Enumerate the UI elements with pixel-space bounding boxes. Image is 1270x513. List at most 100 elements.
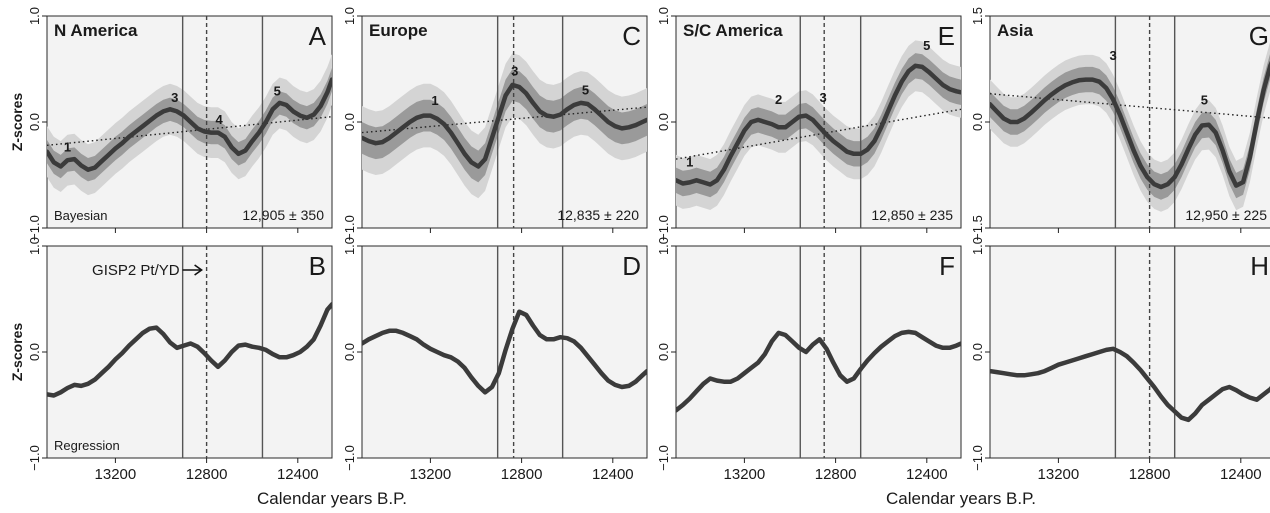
y-tick-label: −1.0 <box>656 445 671 471</box>
gisp-marker-label: GISP2 Pt/YD <box>92 262 180 279</box>
series-line <box>47 77 332 172</box>
panel-g: 3 5 1.5 0.0 −1.5 Asia G 12,950 ± 225 <box>970 7 1270 241</box>
series-line <box>47 302 332 398</box>
x-tick-label: 12800 <box>501 466 543 483</box>
event-label: 5 <box>274 84 281 99</box>
plot-content <box>47 16 332 228</box>
x-tick-label: 12400 <box>592 466 634 483</box>
series-line <box>676 329 961 413</box>
x-tick-label: 12800 <box>1129 466 1171 483</box>
region-label: N America <box>54 21 138 40</box>
series-line <box>676 63 961 187</box>
event-label: 3 <box>819 90 826 105</box>
y-tick-label: 1.0 <box>27 237 42 255</box>
x-tick-label: 12400 <box>1220 466 1262 483</box>
series-line <box>990 346 1270 423</box>
confidence-band-inner <box>47 67 332 182</box>
panel-a: 1 3 4 5 1.0 0.0 −1.0 N America A Bayesian 12,905 ±… <box>27 7 333 241</box>
x-axis-label: Calendar years B.P. <box>257 489 407 508</box>
y-tick-label: 0.0 <box>27 343 42 361</box>
panel-f: 1.0 0.0 −1.0 13200 12800 12400 F <box>656 237 962 483</box>
event-label: 5 <box>582 82 589 97</box>
y-tick-label: −1.0 <box>656 215 671 241</box>
plot-content <box>990 246 1270 458</box>
y-tick-label: 1.0 <box>342 7 357 25</box>
y-tick-label: 0.0 <box>656 343 671 361</box>
event-label: 3 <box>171 90 178 105</box>
x-tick-label: 12800 <box>186 466 228 483</box>
method-label: Bayesian <box>54 208 107 223</box>
y-tick-label: 0.0 <box>970 113 985 131</box>
x-tick-label: 13200 <box>1038 466 1080 483</box>
trend-line <box>676 108 961 160</box>
y-tick-label: 1.0 <box>970 237 985 255</box>
region-label: Asia <box>997 21 1033 40</box>
trend-line <box>47 116 332 147</box>
y-tick-label: 0.0 <box>970 343 985 361</box>
panel-letter: E <box>938 21 955 51</box>
panel-e: 1 2 3 5 1.0 0.0 −1.0 S/C America E 12,850 ± 235 <box>656 7 962 241</box>
panel-letter: G <box>1249 21 1269 51</box>
y-tick-label: 1.5 <box>970 7 985 25</box>
y-tick-label: 1.0 <box>342 237 357 255</box>
plot-content <box>676 246 961 458</box>
event-label: 1 <box>64 140 71 155</box>
y-axis-label: Z-scores <box>9 93 25 152</box>
age-label: 12,905 ± 350 <box>242 207 324 223</box>
y-tick-label: 1.0 <box>656 237 671 255</box>
y-tick-label: −1.0 <box>342 445 357 471</box>
event-label: 3 <box>511 63 518 78</box>
event-label: 5 <box>923 38 930 53</box>
plot-area <box>675 245 962 459</box>
event-label: 5 <box>1201 92 1208 107</box>
x-tick-label: 13200 <box>410 466 452 483</box>
y-tick-label: 1.0 <box>656 7 671 25</box>
y-tick-label: −1.0 <box>970 445 985 471</box>
region-label: S/C America <box>683 21 783 40</box>
plot-content <box>47 246 332 458</box>
x-tick-label: 12800 <box>815 466 857 483</box>
event-label: 3 <box>1110 48 1117 63</box>
plot-content <box>362 246 647 458</box>
x-axis-label: Calendar years B.P. <box>886 489 1036 508</box>
series-line <box>362 82 647 169</box>
plot-content <box>990 16 1270 228</box>
gisp-arrow-head <box>194 264 203 276</box>
panel-d: 1.0 0.0 −1.0 13200 12800 12400 D <box>342 237 648 483</box>
age-label: 12,835 ± 220 <box>557 207 639 223</box>
panel-letter: D <box>622 251 641 281</box>
confidence-band-inner <box>362 69 647 183</box>
y-axis-label: Z-scores <box>9 323 25 382</box>
event-label: 4 <box>216 112 224 127</box>
panel-letter: F <box>939 251 955 281</box>
age-label: 12,950 ± 225 <box>1185 207 1267 223</box>
event-label: 1 <box>431 93 438 108</box>
series-line <box>362 309 647 395</box>
x-tick-label: 12400 <box>277 466 319 483</box>
y-tick-label: −1.0 <box>27 445 42 471</box>
plot-content <box>362 16 647 228</box>
panel-letter: A <box>309 21 327 51</box>
age-label: 12,850 ± 235 <box>871 207 953 223</box>
panel-letter: C <box>622 21 641 51</box>
panel-letter: B <box>309 251 326 281</box>
panel-letter: H <box>1250 251 1269 281</box>
event-label: 2 <box>775 92 782 107</box>
method-label: Regression <box>54 438 120 453</box>
series-line <box>990 60 1270 190</box>
x-tick-label: 12400 <box>906 466 948 483</box>
plot-area <box>46 245 333 459</box>
plot-area <box>989 245 1270 459</box>
x-tick-label: 13200 <box>95 466 137 483</box>
y-tick-label: 0.0 <box>656 113 671 131</box>
x-tick-label: 13200 <box>724 466 766 483</box>
y-tick-label: −1.0 <box>342 215 357 241</box>
region-label: Europe <box>369 21 428 40</box>
y-tick-label: 0.0 <box>342 343 357 361</box>
panel-h: 1.0 0.0 −1.0 13200 12800 12400 H <box>970 237 1270 483</box>
y-tick-label: 0.0 <box>27 113 42 131</box>
y-tick-label: −1.0 <box>27 215 42 241</box>
y-tick-label: −1.5 <box>970 215 985 241</box>
event-label: 1 <box>686 155 693 170</box>
